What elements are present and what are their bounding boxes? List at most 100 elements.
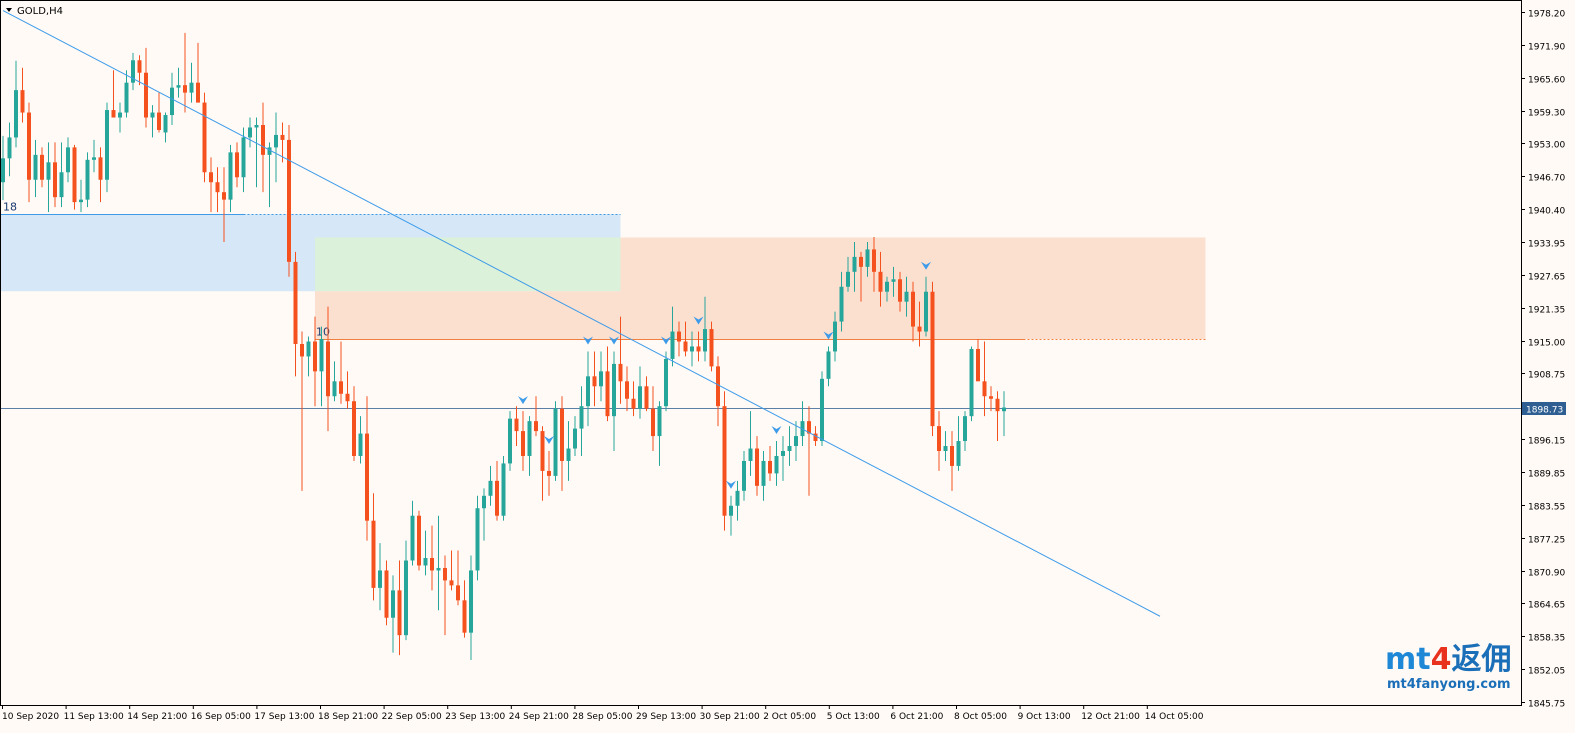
- candle[interactable]: [846, 256, 850, 292]
- candle[interactable]: [833, 311, 837, 362]
- candle[interactable]: [651, 386, 655, 452]
- candle[interactable]: [976, 339, 980, 382]
- candle[interactable]: [826, 346, 831, 387]
- candle[interactable]: [774, 441, 779, 486]
- candle[interactable]: [527, 416, 532, 476]
- candle[interactable]: [423, 530, 428, 576]
- candle[interactable]: [761, 451, 766, 501]
- candle[interactable]: [53, 142, 57, 208]
- candle[interactable]: [969, 346, 974, 422]
- symbol-menu-icon[interactable]: [6, 8, 12, 12]
- candle[interactable]: [274, 112, 278, 183]
- candle[interactable]: [794, 421, 798, 461]
- candle[interactable]: [319, 326, 324, 407]
- candle[interactable]: [930, 281, 935, 437]
- candle[interactable]: [852, 241, 857, 292]
- candle[interactable]: [417, 510, 421, 571]
- candle[interactable]: [267, 142, 272, 208]
- candle[interactable]: [189, 62, 194, 103]
- candle[interactable]: [625, 366, 629, 412]
- candle[interactable]: [709, 321, 714, 372]
- candle[interactable]: [768, 446, 772, 481]
- candle[interactable]: [436, 515, 441, 611]
- candle[interactable]: [586, 351, 590, 427]
- price-axis[interactable]: 1978.20 1971.90 1965.60 1959.30 1953.00 1946.…: [1521, 10, 1566, 710]
- time-axis[interactable]: 10 Sep 2020 11 Sep 13:00 14 Sep 21:00 16 Se…: [2, 705, 1204, 722]
- candle[interactable]: [501, 455, 506, 521]
- candle[interactable]: [124, 70, 129, 118]
- candle[interactable]: [859, 251, 863, 302]
- candle[interactable]: [839, 271, 844, 332]
- candle[interactable]: [345, 371, 350, 409]
- candle[interactable]: [638, 366, 642, 419]
- candle[interactable]: [430, 525, 434, 591]
- candle[interactable]: [40, 147, 44, 188]
- candle[interactable]: [950, 431, 954, 491]
- candle[interactable]: [358, 416, 363, 464]
- candle[interactable]: [1002, 391, 1006, 437]
- candle[interactable]: [378, 543, 382, 611]
- candle[interactable]: [137, 55, 142, 86]
- candle[interactable]: [982, 341, 987, 417]
- candle[interactable]: [14, 60, 18, 148]
- candle[interactable]: [228, 144, 233, 213]
- candle[interactable]: [404, 540, 408, 641]
- candle[interactable]: [911, 281, 915, 342]
- candle[interactable]: [677, 321, 681, 357]
- candle[interactable]: [443, 555, 447, 636]
- candle[interactable]: [391, 575, 395, 653]
- candle[interactable]: [33, 139, 38, 198]
- candle[interactable]: [781, 436, 785, 481]
- candle[interactable]: [865, 241, 870, 277]
- candle[interactable]: [573, 416, 577, 456]
- candle[interactable]: [7, 122, 12, 177]
- candle[interactable]: [872, 236, 876, 292]
- candle[interactable]: [209, 157, 213, 213]
- candle[interactable]: [995, 391, 1000, 442]
- candle[interactable]: [66, 137, 70, 183]
- candle[interactable]: [293, 251, 298, 377]
- candle[interactable]: [605, 346, 610, 422]
- candle[interactable]: [261, 102, 265, 193]
- candle[interactable]: [241, 127, 246, 193]
- candle[interactable]: [508, 411, 512, 471]
- candle[interactable]: [592, 351, 597, 407]
- candle[interactable]: [891, 266, 896, 297]
- candle[interactable]: [144, 47, 148, 128]
- candle[interactable]: [85, 152, 90, 208]
- candle[interactable]: [618, 316, 623, 404]
- candle[interactable]: [352, 386, 356, 461]
- candle[interactable]: [215, 167, 220, 213]
- candle[interactable]: [20, 67, 25, 123]
- candle[interactable]: [371, 493, 376, 601]
- candle[interactable]: [807, 406, 811, 496]
- candle[interactable]: [332, 361, 337, 402]
- candle[interactable]: [410, 500, 415, 566]
- candle[interactable]: [735, 480, 740, 521]
- candle[interactable]: [722, 391, 727, 531]
- candle[interactable]: [248, 117, 252, 148]
- candle[interactable]: [150, 105, 155, 138]
- candle[interactable]: [683, 321, 688, 357]
- candle[interactable]: [612, 351, 616, 452]
- candle[interactable]: [482, 488, 486, 541]
- candle[interactable]: [521, 411, 525, 471]
- candle[interactable]: [105, 102, 109, 193]
- candle[interactable]: [92, 139, 96, 173]
- candle[interactable]: [449, 550, 454, 591]
- candle[interactable]: [989, 386, 993, 412]
- candle[interactable]: [287, 124, 291, 277]
- candle[interactable]: [306, 336, 311, 377]
- candle[interactable]: [644, 376, 649, 412]
- candle[interactable]: [787, 426, 792, 466]
- candle[interactable]: [59, 142, 64, 208]
- candle[interactable]: [755, 436, 759, 496]
- candle[interactable]: [222, 167, 226, 242]
- candle[interactable]: [540, 426, 545, 501]
- candle[interactable]: [495, 460, 499, 521]
- candle[interactable]: [566, 421, 571, 481]
- candle[interactable]: [163, 112, 168, 143]
- candle[interactable]: [742, 451, 746, 501]
- candle[interactable]: [131, 52, 135, 91]
